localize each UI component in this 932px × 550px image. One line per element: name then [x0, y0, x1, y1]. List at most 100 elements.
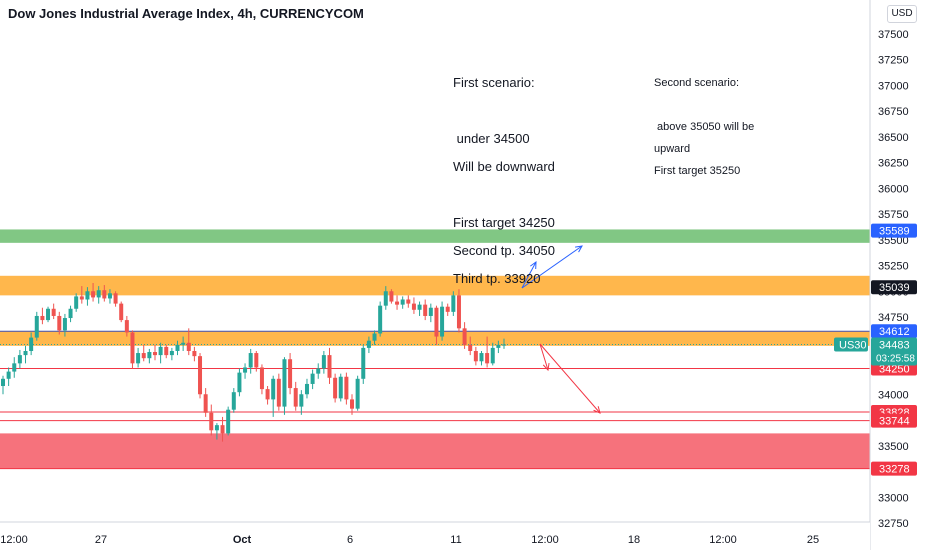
candle-body	[400, 299, 405, 305]
current-price-text: 34483	[879, 340, 910, 352]
scenario-arrow	[539, 343, 549, 371]
x-tick-label: 25	[807, 534, 819, 546]
candle-body	[62, 318, 67, 331]
arrow-head	[593, 406, 601, 414]
arrow-head	[542, 363, 550, 372]
candle-body	[34, 315, 39, 338]
candle-body	[434, 307, 439, 337]
candle-body	[214, 425, 219, 431]
candle-body	[29, 337, 34, 351]
candle-body	[186, 342, 191, 351]
candle-body	[344, 376, 349, 400]
scenario-two-line: above 35050 will be	[654, 121, 755, 133]
chart-title: Dow Jones Industrial Average Index, 4h, …	[8, 6, 364, 21]
price-label-badge	[871, 223, 917, 238]
candle-body	[107, 293, 112, 299]
candle-body	[338, 376, 343, 399]
candle-body	[79, 296, 84, 300]
x-tick-label: 18	[628, 534, 640, 546]
y-tick-label: 33500	[878, 441, 909, 453]
candle-body	[355, 378, 360, 409]
scenario-one-line: First target 34250	[453, 215, 555, 230]
scenario-one-heading: First scenario:	[453, 75, 535, 90]
candle-body	[147, 352, 152, 359]
x-tick-label: 27	[95, 534, 107, 546]
price-label-badge	[871, 324, 917, 339]
candle-body	[389, 291, 394, 302]
candle-body	[209, 412, 214, 431]
candle-body	[248, 353, 253, 368]
y-tick-label: 32750	[878, 518, 909, 530]
candle-body	[310, 373, 315, 384]
candle-body	[299, 394, 304, 407]
candle-body	[321, 355, 326, 369]
symbol-badge	[834, 337, 868, 352]
scenario-one-line: Third tp. 33920	[453, 271, 541, 286]
scenario-two-line: First target 35250	[654, 165, 741, 177]
candle-body	[293, 388, 298, 407]
scenario-arrow	[521, 245, 583, 289]
candle-body	[456, 295, 461, 329]
candle-body	[74, 296, 79, 309]
candle-body	[496, 344, 501, 348]
candle-body	[130, 332, 135, 364]
candle-body	[40, 315, 45, 321]
price-axis[interactable]	[870, 0, 932, 550]
time-axis[interactable]	[0, 522, 870, 550]
candle-body	[192, 350, 197, 357]
candle-body	[181, 342, 186, 345]
candle-body	[468, 344, 473, 351]
y-tick-label: 36250	[878, 158, 909, 170]
candle-body	[158, 346, 163, 356]
x-tick-label: Oct	[233, 534, 252, 546]
y-tick-label: 37000	[878, 80, 909, 92]
candle-body	[259, 367, 264, 390]
price-zone	[0, 433, 870, 469]
price-label-badge	[871, 461, 917, 476]
price-label-text: 35039	[879, 282, 910, 294]
y-tick-label: 33000	[878, 492, 909, 504]
candle-body	[428, 307, 433, 316]
candle-body	[237, 372, 242, 393]
current-price-badge	[871, 337, 917, 366]
candle-body	[276, 378, 281, 407]
candle-body	[169, 350, 174, 356]
candle-body	[175, 344, 180, 351]
candle-body	[383, 291, 388, 306]
candle-body	[96, 290, 101, 298]
candle-body	[350, 399, 355, 409]
candle-body	[282, 359, 287, 407]
candle-body	[417, 304, 422, 310]
y-tick-label: 37250	[878, 55, 909, 67]
symbol-badge-text: US30	[839, 340, 867, 352]
candle-body	[113, 293, 118, 304]
candle-body	[406, 299, 411, 304]
candle-body	[411, 303, 416, 310]
candle-body	[502, 344, 506, 346]
arrow-head	[530, 260, 537, 270]
x-tick-label: 12:00	[709, 534, 737, 546]
candle-body	[372, 333, 377, 341]
price-label-text: 34612	[879, 326, 910, 338]
y-tick-label: 35500	[878, 235, 909, 247]
candle-body	[91, 291, 96, 298]
candle-body	[152, 352, 157, 356]
scenario-one-line: under 34500	[453, 131, 530, 146]
candle-body	[462, 328, 467, 345]
candle-body	[57, 315, 62, 331]
candle-body	[23, 350, 28, 356]
y-tick-label: 37500	[878, 29, 909, 41]
scenario-one-spacer	[453, 104, 555, 118]
scenario-two-spacer	[654, 100, 754, 111]
candle-body	[68, 308, 73, 319]
candle-body	[1, 378, 5, 387]
candle-body	[451, 295, 456, 312]
arrow-head	[575, 245, 583, 253]
currency-button[interactable]: USD	[887, 5, 917, 23]
price-label-text: 34250	[879, 364, 910, 376]
candle-body	[203, 394, 208, 413]
candle-body	[136, 353, 141, 364]
candle-body	[243, 367, 248, 373]
y-tick-label: 36500	[878, 132, 909, 144]
